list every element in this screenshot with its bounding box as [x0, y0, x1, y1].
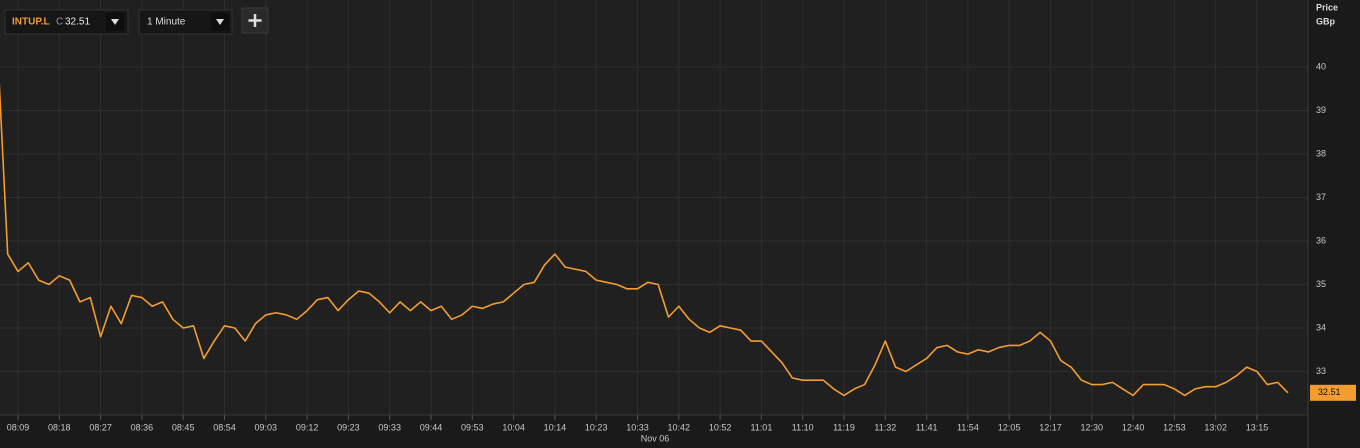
x-tick-label: 09:44: [420, 422, 443, 432]
dropdown-arrow: [111, 19, 119, 25]
x-tick-label: 10:52: [709, 422, 732, 432]
x-tick-label: 11:32: [874, 422, 896, 432]
symbol: INTUP.L: [12, 17, 50, 28]
x-tick-label: 08:45: [172, 422, 195, 432]
y-tick-label: 34: [1316, 322, 1326, 332]
x-tick-label: 11:01: [750, 422, 772, 432]
x-tick-label: 08:09: [7, 422, 30, 432]
x-tick-label: 11:41: [916, 422, 938, 432]
x-tick-label: 12:30: [1081, 422, 1104, 432]
x-tick-label: 13:15: [1246, 422, 1269, 432]
y-axis-unit: GBp: [1316, 16, 1336, 26]
price-line: [0, 82, 1289, 397]
x-tick-label: 10:04: [502, 422, 525, 432]
plot-area: [0, 0, 1308, 415]
x-tick-label: 08:54: [213, 422, 236, 432]
button-box: [241, 7, 269, 34]
y-tick-label: 36: [1316, 235, 1326, 245]
date-label: Nov 06: [641, 433, 670, 443]
y-axis-title: Price: [1316, 2, 1338, 12]
x-tick-label: 09:53: [461, 422, 484, 432]
y-tick-label: 37: [1316, 192, 1326, 202]
x-tick-label: 10:14: [544, 422, 567, 432]
x-tick-label: 12:17: [1039, 422, 1062, 432]
last-price: 32.51: [65, 17, 90, 28]
add-button[interactable]: [241, 7, 269, 34]
y-tick-label: 40: [1316, 61, 1326, 71]
x-tick-label: 11:54: [957, 422, 979, 432]
x-axis-panel: [0, 415, 1308, 448]
y-tick-label: 38: [1316, 148, 1326, 158]
x-tick-label: 08:36: [131, 422, 154, 432]
y-tick-label: 35: [1316, 279, 1326, 289]
x-tick-label: 10:23: [585, 422, 608, 432]
x-tick-label: 12:05: [998, 422, 1021, 432]
close-label: C: [56, 17, 63, 28]
dropdown-arrow: [216, 19, 224, 25]
last-price-label: 32.51: [1318, 387, 1341, 397]
symbol-selector[interactable]: INTUP.L C 32.51: [4, 9, 129, 35]
interval-selector[interactable]: 1 Minute: [138, 9, 233, 35]
x-tick-label: 09:12: [296, 422, 319, 432]
last-price-tag: [1310, 384, 1356, 401]
x-tick-label: 11:10: [792, 422, 814, 432]
interval: 1 Minute: [147, 17, 186, 28]
x-tick-label: 08:27: [89, 422, 112, 432]
x-tick-label: 11:19: [833, 422, 855, 432]
plus-icon: [248, 14, 262, 27]
y-tick-label: 39: [1316, 105, 1326, 115]
y-tick-label: 33: [1316, 366, 1326, 376]
x-tick-label: 12:53: [1163, 422, 1186, 432]
x-tick-label: 09:33: [378, 422, 401, 432]
x-tick-label: 10:42: [668, 422, 691, 432]
x-tick-label: 08:18: [48, 422, 71, 432]
x-tick-label: 09:23: [337, 422, 360, 432]
x-tick-label: 09:03: [255, 422, 278, 432]
x-tick-label: 13:02: [1204, 422, 1227, 432]
x-tick-label: 10:33: [626, 422, 649, 432]
y-axis-panel: [1308, 0, 1360, 448]
x-tick-label: 12:40: [1122, 422, 1145, 432]
